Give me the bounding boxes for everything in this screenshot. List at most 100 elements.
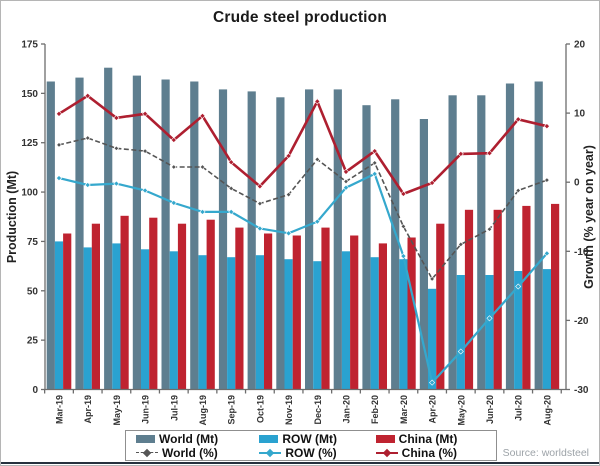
legend-item-row-pct: ROW (%) <box>259 446 375 460</box>
bar <box>542 269 551 390</box>
data-point-marker <box>199 208 206 215</box>
left-axis-tick-label: 175 <box>21 40 38 51</box>
x-axis-month-label: May-20 <box>456 395 466 426</box>
bar <box>206 219 215 390</box>
legend-item-world-mt: World (Mt) <box>136 432 259 446</box>
bar <box>104 67 113 390</box>
bar <box>378 243 387 390</box>
data-point-marker <box>457 150 464 157</box>
bar <box>161 79 170 390</box>
data-point-marker <box>84 92 91 99</box>
world-line-swatch <box>136 448 158 458</box>
data-point-marker <box>55 175 63 182</box>
data-point-marker <box>429 276 435 282</box>
legend-label: China (%) <box>401 446 457 460</box>
x-axis-month-label: Jan-20 <box>342 395 352 424</box>
x-axis-month-label: Dec-19 <box>313 395 323 425</box>
bar <box>391 99 400 390</box>
right-axis-title: Growth (% year on year) <box>582 145 596 289</box>
data-point-marker <box>142 148 148 154</box>
x-axis-month-label: Aug-20 <box>542 395 552 426</box>
legend-label: ROW (%) <box>285 446 337 460</box>
x-axis-month-label: May-19 <box>112 395 122 426</box>
bar <box>399 259 408 390</box>
bar <box>370 257 379 390</box>
data-point-marker <box>314 218 321 225</box>
row-bar-swatch <box>259 435 279 443</box>
bottom-divider <box>1 462 599 464</box>
bar <box>284 259 293 390</box>
data-point-marker <box>342 184 350 191</box>
axes-layer: 0 25 50 75 100 125 150 175 -30 -20 -10 0 10 20 Mar-19 A… <box>5 40 596 426</box>
chart-legend: World (Mt) ROW (Mt) China (Mt) World (%)… <box>125 430 497 461</box>
legend-label: ROW (Mt) <box>282 432 337 446</box>
data-point-marker <box>314 156 321 163</box>
source-label: Source: worldsteel <box>502 447 589 459</box>
bar <box>464 209 474 390</box>
data-point-marker <box>486 226 493 232</box>
china-bar-swatch <box>375 435 395 443</box>
chart-title: Crude steel production <box>212 9 388 26</box>
row-line <box>55 170 550 386</box>
data-point-marker <box>84 135 91 141</box>
data-point-marker <box>113 114 120 121</box>
bar <box>120 215 129 390</box>
bar <box>198 255 207 390</box>
bar <box>169 251 178 390</box>
data-point-marker <box>170 136 177 144</box>
x-axis-month-label: Jun-19 <box>141 395 151 424</box>
data-point-marker <box>543 123 550 130</box>
bar <box>333 89 342 390</box>
x-axis-month-label: Sep-19 <box>227 395 237 425</box>
x-axis-month-label: Jul-19 <box>169 395 179 421</box>
bar <box>419 119 428 390</box>
right-axis-tick-label: -20 <box>574 316 589 327</box>
data-point-marker <box>256 183 263 190</box>
x-axis-month-label: Aug-19 <box>198 395 208 426</box>
bar <box>505 83 515 390</box>
bar <box>54 241 64 390</box>
data-point-marker <box>199 164 206 170</box>
right-axis-tick-label: 10 <box>574 109 586 120</box>
legend-item-row-mt: ROW (Mt) <box>259 432 375 446</box>
bar <box>341 251 351 390</box>
bar <box>112 243 121 390</box>
data-point-marker <box>400 253 407 260</box>
bar <box>235 227 244 390</box>
china-line-swatch <box>375 448 398 458</box>
x-axis-month-label: Apr-20 <box>428 395 438 424</box>
bar <box>264 233 273 390</box>
bar <box>255 255 264 390</box>
data-point-marker <box>56 142 62 148</box>
bar <box>514 271 523 390</box>
legend-item-world-pct: World (%) <box>136 446 259 460</box>
x-axis-month-label: Jun-20 <box>485 395 495 424</box>
left-axis-tick-label: 25 <box>27 336 39 347</box>
data-point-marker <box>199 112 206 119</box>
legend-label: World (%) <box>162 446 218 460</box>
data-point-marker <box>343 178 349 185</box>
bar <box>91 223 100 390</box>
x-axis-month-label: Nov-19 <box>284 395 294 425</box>
data-point-marker <box>257 200 263 207</box>
bar <box>477 95 486 390</box>
data-point-marker <box>314 98 321 105</box>
bar <box>276 97 285 390</box>
left-axis-title: Production (Mt) <box>5 171 19 263</box>
bar <box>177 223 187 390</box>
data-point-marker <box>113 145 120 152</box>
left-axis-tick-label: 150 <box>21 89 38 100</box>
right-axis-tick-label: 20 <box>574 40 586 51</box>
data-point-marker <box>371 160 378 166</box>
row-mt-bars <box>54 241 551 390</box>
bar <box>448 95 457 390</box>
bar <box>551 203 560 390</box>
bar <box>313 261 322 390</box>
legend-label: China (Mt) <box>398 432 458 446</box>
data-point-marker <box>228 159 235 166</box>
data-point-marker <box>515 116 522 123</box>
bar <box>456 275 465 390</box>
world-mt-bars <box>46 67 543 390</box>
legend-item-china-mt: China (Mt) <box>375 432 492 446</box>
data-point-marker <box>170 199 177 206</box>
